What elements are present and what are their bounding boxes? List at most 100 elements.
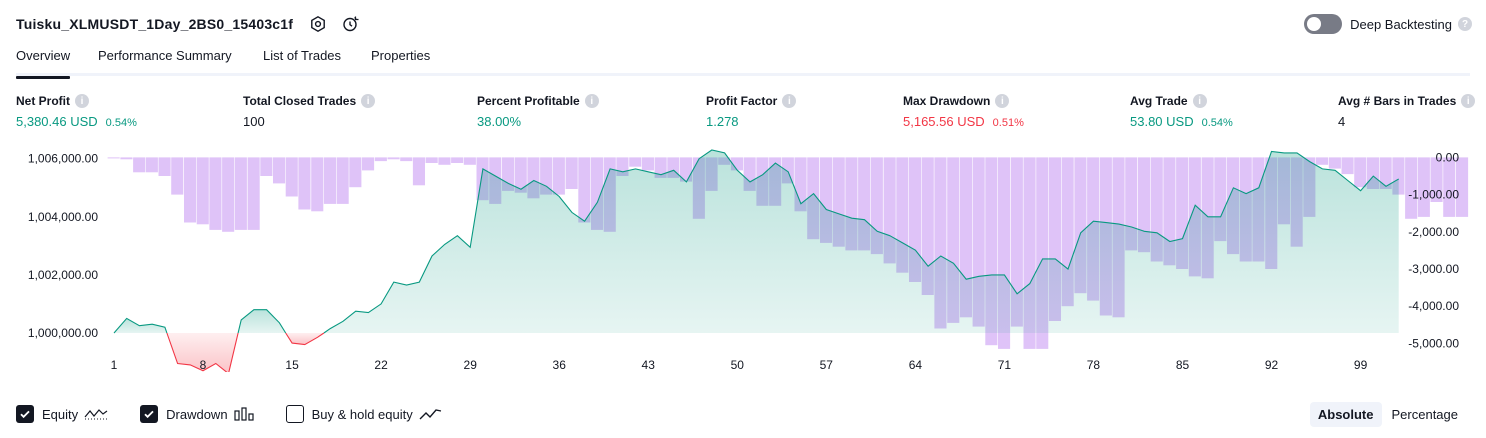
x-axis-tick: 85 xyxy=(1176,358,1190,372)
legend-buy-hold-equity[interactable]: Buy & hold equity xyxy=(285,405,443,423)
help-icon[interactable]: i xyxy=(1461,94,1476,108)
strategy-header: Tuisku_XLMUSDT_1Day_2BS0_15403c1f xyxy=(16,12,361,36)
drawdown-bar xyxy=(921,157,934,295)
equity-area xyxy=(114,150,1399,372)
x-axis-tick: 43 xyxy=(642,358,656,372)
equity-line-icon xyxy=(84,407,108,421)
drawdown-bar xyxy=(311,157,324,212)
strategy-name: Tuisku_XLMUSDT_1Day_2BS0_15403c1f xyxy=(16,16,294,32)
tab-overview[interactable]: Overview xyxy=(16,48,71,79)
metric-label: Net Profit xyxy=(16,94,70,108)
drawdown-bar xyxy=(1328,157,1341,169)
drawdown-bar xyxy=(565,157,578,189)
right-axis-tick: -5,000.00 xyxy=(1408,336,1459,350)
checkbox-checked-icon[interactable] xyxy=(16,405,34,423)
metric-value: 100 xyxy=(243,114,265,129)
metric-label: Avg # Bars in Trades xyxy=(1338,94,1457,108)
drawdown-bar xyxy=(133,157,146,173)
equity-area-profit xyxy=(323,150,1399,333)
help-icon[interactable]: i xyxy=(361,94,376,108)
metric-value: 53.80 USD xyxy=(1130,114,1194,129)
drawdown-bar xyxy=(298,157,311,210)
drawdown-bar xyxy=(1430,157,1443,202)
drawdown-bar xyxy=(260,157,273,176)
help-icon[interactable]: i xyxy=(782,94,797,108)
help-icon[interactable]: i xyxy=(75,94,89,108)
legend-label: Buy & hold equity xyxy=(311,406,413,422)
legend-equity[interactable]: Equity xyxy=(16,405,108,423)
metric-avg-trade: Avg Trade i 53.80 USD 0.54% xyxy=(1130,93,1233,129)
right-axis: 0.00 -1,000.00 -2,000.00 -3,000.00 -4,000.00… xyxy=(1408,150,1459,350)
right-axis-tick: -2,000.00 xyxy=(1408,225,1459,239)
tab-properties[interactable]: Properties xyxy=(371,48,431,63)
drawdown-bar xyxy=(158,157,171,176)
drawdown-bar xyxy=(412,157,425,186)
legend-drawdown[interactable]: Drawdown xyxy=(140,405,254,423)
toggle-knob xyxy=(1307,17,1322,31)
x-axis-tick: 29 xyxy=(464,358,478,372)
metric-value: 5,380.46 USD xyxy=(16,114,98,129)
drawdown-bar xyxy=(222,157,235,232)
x-axis-tick: 64 xyxy=(909,358,923,372)
right-axis-tick: -1,000.00 xyxy=(1408,188,1459,202)
metric-percent: 0.54% xyxy=(1201,117,1233,129)
drawdown-bar xyxy=(184,157,197,223)
x-axis-tick: 22 xyxy=(374,358,388,372)
metric-value: 5,165.56 USD xyxy=(903,114,985,129)
percentage-mode-button[interactable]: Percentage xyxy=(1391,407,1459,422)
drawdown-bar xyxy=(1443,157,1456,217)
left-axis-tick: 1,004,000.00 xyxy=(28,210,98,224)
equity-drawdown-chart[interactable]: 1,006,000.00 1,004,000.00 1,002,000.00 1,00… xyxy=(0,140,1486,372)
deep-backtesting-toggle[interactable] xyxy=(1304,14,1343,34)
metric-total-closed-trades: Total Closed Trades i 100 xyxy=(243,93,376,129)
equity-area-loss xyxy=(166,333,239,372)
drawdown-bar xyxy=(107,157,120,159)
drawdown-bar xyxy=(1316,157,1329,165)
deep-backtesting-control: Deep Backtesting ? xyxy=(1304,12,1472,36)
drawdown-bar xyxy=(654,157,667,178)
drawdown-bar xyxy=(1354,157,1367,188)
metric-value: 4 xyxy=(1338,114,1346,129)
drawdown-bar xyxy=(336,157,349,204)
metric-label: Avg Trade xyxy=(1130,94,1188,108)
trend-line-icon xyxy=(419,407,443,421)
metric-value: 1.278 xyxy=(706,114,739,129)
drawdown-bar xyxy=(247,157,260,230)
checkbox-unchecked-icon[interactable] xyxy=(285,405,304,423)
drawdown-bar xyxy=(552,157,565,195)
drawdown-bar xyxy=(629,157,642,167)
drawdown-bar xyxy=(1456,157,1469,217)
legend-label: Drawdown xyxy=(166,406,228,422)
left-axis-tick: 1,000,000.00 xyxy=(28,326,98,340)
equity-area-loss xyxy=(285,333,324,345)
source-code-icon[interactable] xyxy=(339,13,361,35)
drawdown-bar xyxy=(1417,157,1430,217)
x-axis-tick: 71 xyxy=(998,358,1012,372)
help-icon[interactable]: i xyxy=(584,94,599,108)
absolute-mode-button[interactable]: Absolute xyxy=(1309,402,1382,427)
settings-icon[interactable] xyxy=(307,13,329,35)
drawdown-bar xyxy=(323,157,336,204)
drawdown-bar xyxy=(145,157,158,173)
checkbox-checked-icon[interactable] xyxy=(140,405,159,423)
tab-list-of-trades[interactable]: List of Trades xyxy=(263,48,342,63)
help-icon[interactable]: ? xyxy=(1458,17,1472,31)
equity-area-profit xyxy=(238,309,286,333)
metric-percent-profitable: Percent Profitable i 38.00% xyxy=(477,93,599,129)
metric-net-profit: Net Profit i 5,380.46 USD 0.54% xyxy=(16,93,137,129)
drawdown-bar xyxy=(578,157,591,223)
left-axis-tick: 1,006,000.00 xyxy=(28,152,98,166)
drawdown-bar xyxy=(514,157,527,193)
drawdown-bar xyxy=(209,157,222,230)
drawdown-bar xyxy=(234,157,247,230)
help-icon[interactable]: i xyxy=(1192,94,1207,108)
right-axis-tick: 0.00 xyxy=(1436,150,1460,164)
drawdown-bar xyxy=(1405,157,1418,219)
equity-line-loss xyxy=(166,332,239,372)
metric-label: Max Drawdown xyxy=(903,94,991,108)
report-tabs: Overview Performance Summary List of Tra… xyxy=(16,44,1470,79)
legend-label: Equity xyxy=(42,406,79,422)
tab-performance-summary[interactable]: Performance Summary xyxy=(98,48,232,63)
metric-percent: 0.54% xyxy=(105,117,137,129)
help-icon[interactable]: i xyxy=(995,94,1010,108)
